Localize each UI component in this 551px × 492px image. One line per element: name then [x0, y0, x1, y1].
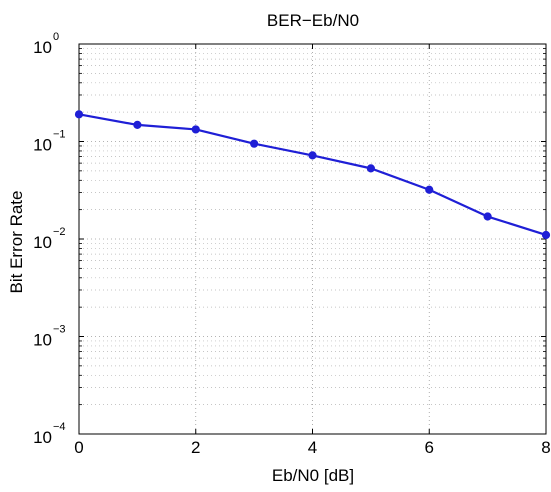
y-axis-label: Bit Error Rate [7, 191, 26, 294]
x-tick-labels: 0 2 4 6 8 [74, 438, 550, 457]
data-point [425, 185, 434, 194]
y-tick-exponent: −1 [53, 129, 66, 141]
y-tick-base: 10 [33, 428, 52, 447]
y-tick-label: 10−3 [33, 324, 65, 350]
data-point [133, 120, 142, 129]
series-layer [74, 110, 551, 240]
data-point [191, 125, 200, 134]
chart-title: BER−Eb/N0 [267, 11, 359, 30]
x-tick-label: 6 [425, 438, 434, 457]
y-tick-label: 100 [33, 31, 59, 57]
data-point [74, 110, 84, 119]
x-axis-label: Eb/N0 [dB] [272, 466, 354, 485]
data-point [250, 139, 259, 148]
y-tick-exponent: −3 [53, 324, 66, 336]
x-tick-label: 2 [191, 438, 200, 457]
x-tick-label: 4 [308, 438, 317, 457]
data-point [366, 164, 375, 173]
x-tick-label: 8 [541, 438, 550, 457]
y-tick-label: 10−4 [33, 421, 65, 447]
data-point [483, 212, 492, 221]
y-tick-base: 10 [33, 136, 52, 155]
data-point [308, 151, 317, 160]
y-tick-exponent: −2 [53, 226, 66, 238]
y-tick-exponent: −4 [53, 421, 66, 433]
data-point [541, 230, 551, 240]
x-tick-label: 0 [74, 438, 83, 457]
y-tick-exponent: 0 [53, 31, 59, 43]
y-tick-base: 10 [33, 233, 52, 252]
y-tick-label: 10−1 [33, 129, 65, 155]
y-tick-base: 10 [33, 38, 52, 57]
y-tick-label: 10−2 [33, 226, 65, 252]
y-tick-base: 10 [33, 331, 52, 350]
